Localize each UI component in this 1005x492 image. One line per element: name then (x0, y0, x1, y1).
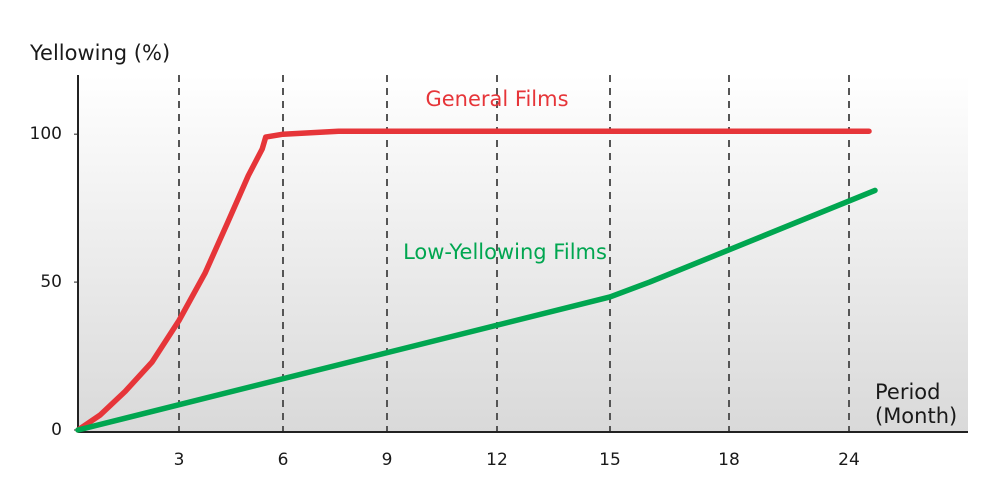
x-tick-label: 18 (718, 450, 740, 470)
x-tick-label: 9 (382, 450, 393, 470)
y-tick-label: 100 (30, 124, 62, 144)
x-tick-label: 12 (486, 450, 508, 470)
x-tick-label: 15 (599, 450, 621, 470)
x-axis-title: (Month) (875, 404, 957, 428)
x-tick-label: 3 (174, 450, 185, 470)
series-line (75, 187, 878, 433)
plot-background (78, 75, 968, 432)
series-label: General Films (425, 87, 568, 111)
x-tick-label: 24 (838, 450, 860, 470)
y-tick-label: 50 (40, 272, 62, 292)
series-label: Low-Yellowing Films (403, 240, 607, 264)
x-axis-title: Period (875, 380, 940, 404)
y-tick-label: 0 (51, 420, 62, 440)
y-axis-title: Yellowing (%) (29, 41, 170, 65)
series-line (75, 128, 872, 433)
x-tick-label: 6 (278, 450, 289, 470)
